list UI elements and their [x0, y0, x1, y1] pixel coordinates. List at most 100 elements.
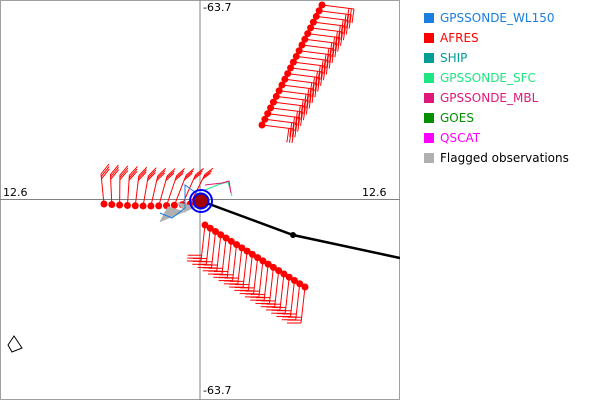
legend-item[interactable]: GPSSONDE_MBL — [424, 88, 569, 108]
observation-point — [318, 1, 326, 9]
wind-barb — [237, 247, 243, 284]
legend-item[interactable]: GPSSONDE_SFC — [424, 68, 569, 88]
wind-barb — [312, 76, 316, 92]
wind-barb — [300, 286, 306, 324]
wind-barb — [300, 99, 304, 114]
wind-barb — [328, 48, 332, 63]
observation-point — [261, 115, 269, 123]
observation-point — [258, 121, 266, 129]
observation-point — [280, 270, 288, 278]
wind-barb — [287, 73, 320, 79]
wind-barb — [340, 19, 344, 34]
legend-item[interactable]: QSCAT — [424, 128, 569, 148]
observation-point — [269, 98, 277, 106]
wind-barb — [137, 171, 147, 181]
wind-barb — [205, 228, 211, 265]
wind-barb — [270, 107, 303, 113]
wind-barb — [268, 267, 274, 304]
wind-barb — [273, 101, 306, 107]
wind-barb — [126, 175, 130, 206]
wind-barb — [128, 166, 138, 176]
legend: GPSSONDE_WL150 AFRES SHIP GPSSONDE_SFC GPSSO… — [424, 8, 569, 168]
wind-barb — [195, 168, 204, 176]
wind-barb — [150, 175, 159, 207]
wind-barb — [310, 27, 343, 33]
observation-point — [259, 257, 267, 265]
legend-item[interactable]: Flagged observations — [424, 148, 569, 168]
wind-barb — [306, 94, 310, 109]
observation-point — [296, 280, 304, 288]
legend-swatch — [424, 73, 434, 83]
wind-barb — [321, 4, 355, 10]
legend-item[interactable]: SHIP — [424, 48, 569, 68]
wind-barb — [110, 169, 120, 180]
observation-point — [312, 12, 320, 20]
wind-barb — [314, 71, 318, 86]
wind-barb — [267, 113, 300, 119]
wind-barb — [221, 237, 227, 275]
observation-point — [254, 254, 262, 262]
wind-barb — [142, 175, 149, 207]
wind-barb — [348, 8, 352, 23]
wind-barb — [226, 241, 232, 278]
wind-barb — [307, 33, 340, 39]
outline-marker — [7, 335, 23, 353]
wind-barb — [176, 168, 185, 177]
observation-point — [131, 202, 139, 210]
wind-barb — [279, 273, 285, 311]
wind-barb — [334, 43, 338, 58]
wind-barb — [202, 172, 211, 180]
wind-barb — [109, 174, 113, 205]
wind-barb — [138, 166, 148, 177]
observation-plot — [0, 0, 400, 400]
wind-barb — [101, 168, 110, 180]
wind-barb — [289, 122, 293, 137]
wind-barb — [329, 42, 333, 57]
observation-point — [248, 250, 256, 258]
legend-item[interactable]: AFRES — [424, 28, 569, 48]
observation-point — [269, 263, 277, 271]
observation-point — [227, 237, 235, 245]
wind-barb — [263, 264, 269, 301]
wind-barb — [326, 48, 330, 63]
wind-barb — [300, 111, 304, 126]
wind-barb — [337, 25, 341, 40]
wind-barb — [294, 111, 298, 126]
wind-barb — [166, 168, 176, 177]
wind-barb — [183, 172, 193, 181]
legend-label: GPSSONDE_SFC — [440, 71, 536, 85]
legend-item[interactable]: GOES — [424, 108, 569, 128]
wind-barb — [181, 174, 197, 206]
wind-barb — [322, 66, 326, 81]
observation-point — [301, 35, 309, 43]
wind-barb — [119, 167, 129, 178]
wind-barb — [290, 67, 323, 73]
axis-label-left: 12.6 — [3, 186, 28, 199]
wind-barb — [279, 90, 312, 96]
legend-swatch — [424, 93, 434, 103]
wind-barb — [316, 15, 349, 21]
observation-point — [275, 87, 283, 95]
legend-swatch — [424, 133, 434, 143]
wind-barb — [346, 14, 350, 29]
observation-point — [284, 70, 292, 78]
wind-barb — [100, 166, 110, 177]
observation-point — [170, 201, 178, 209]
legend-label: GPSSONDE_WL150 — [440, 11, 555, 25]
observation-point — [315, 7, 323, 15]
wind-barb — [156, 172, 165, 182]
wind-barb — [311, 82, 315, 98]
wind-barb — [253, 257, 259, 294]
wind-barb — [334, 37, 338, 52]
wind-barb — [119, 165, 129, 176]
legend-item[interactable]: GPSSONDE_WL150 — [424, 8, 569, 28]
wind-barb — [232, 244, 238, 281]
observation-point — [307, 24, 315, 32]
wind-barb — [194, 170, 203, 178]
observation-point — [264, 110, 272, 118]
wind-barb — [348, 14, 352, 29]
wind-barb — [134, 175, 140, 206]
wind-barb — [147, 172, 156, 182]
wind-barb — [305, 100, 309, 115]
wind-barb — [306, 88, 310, 103]
